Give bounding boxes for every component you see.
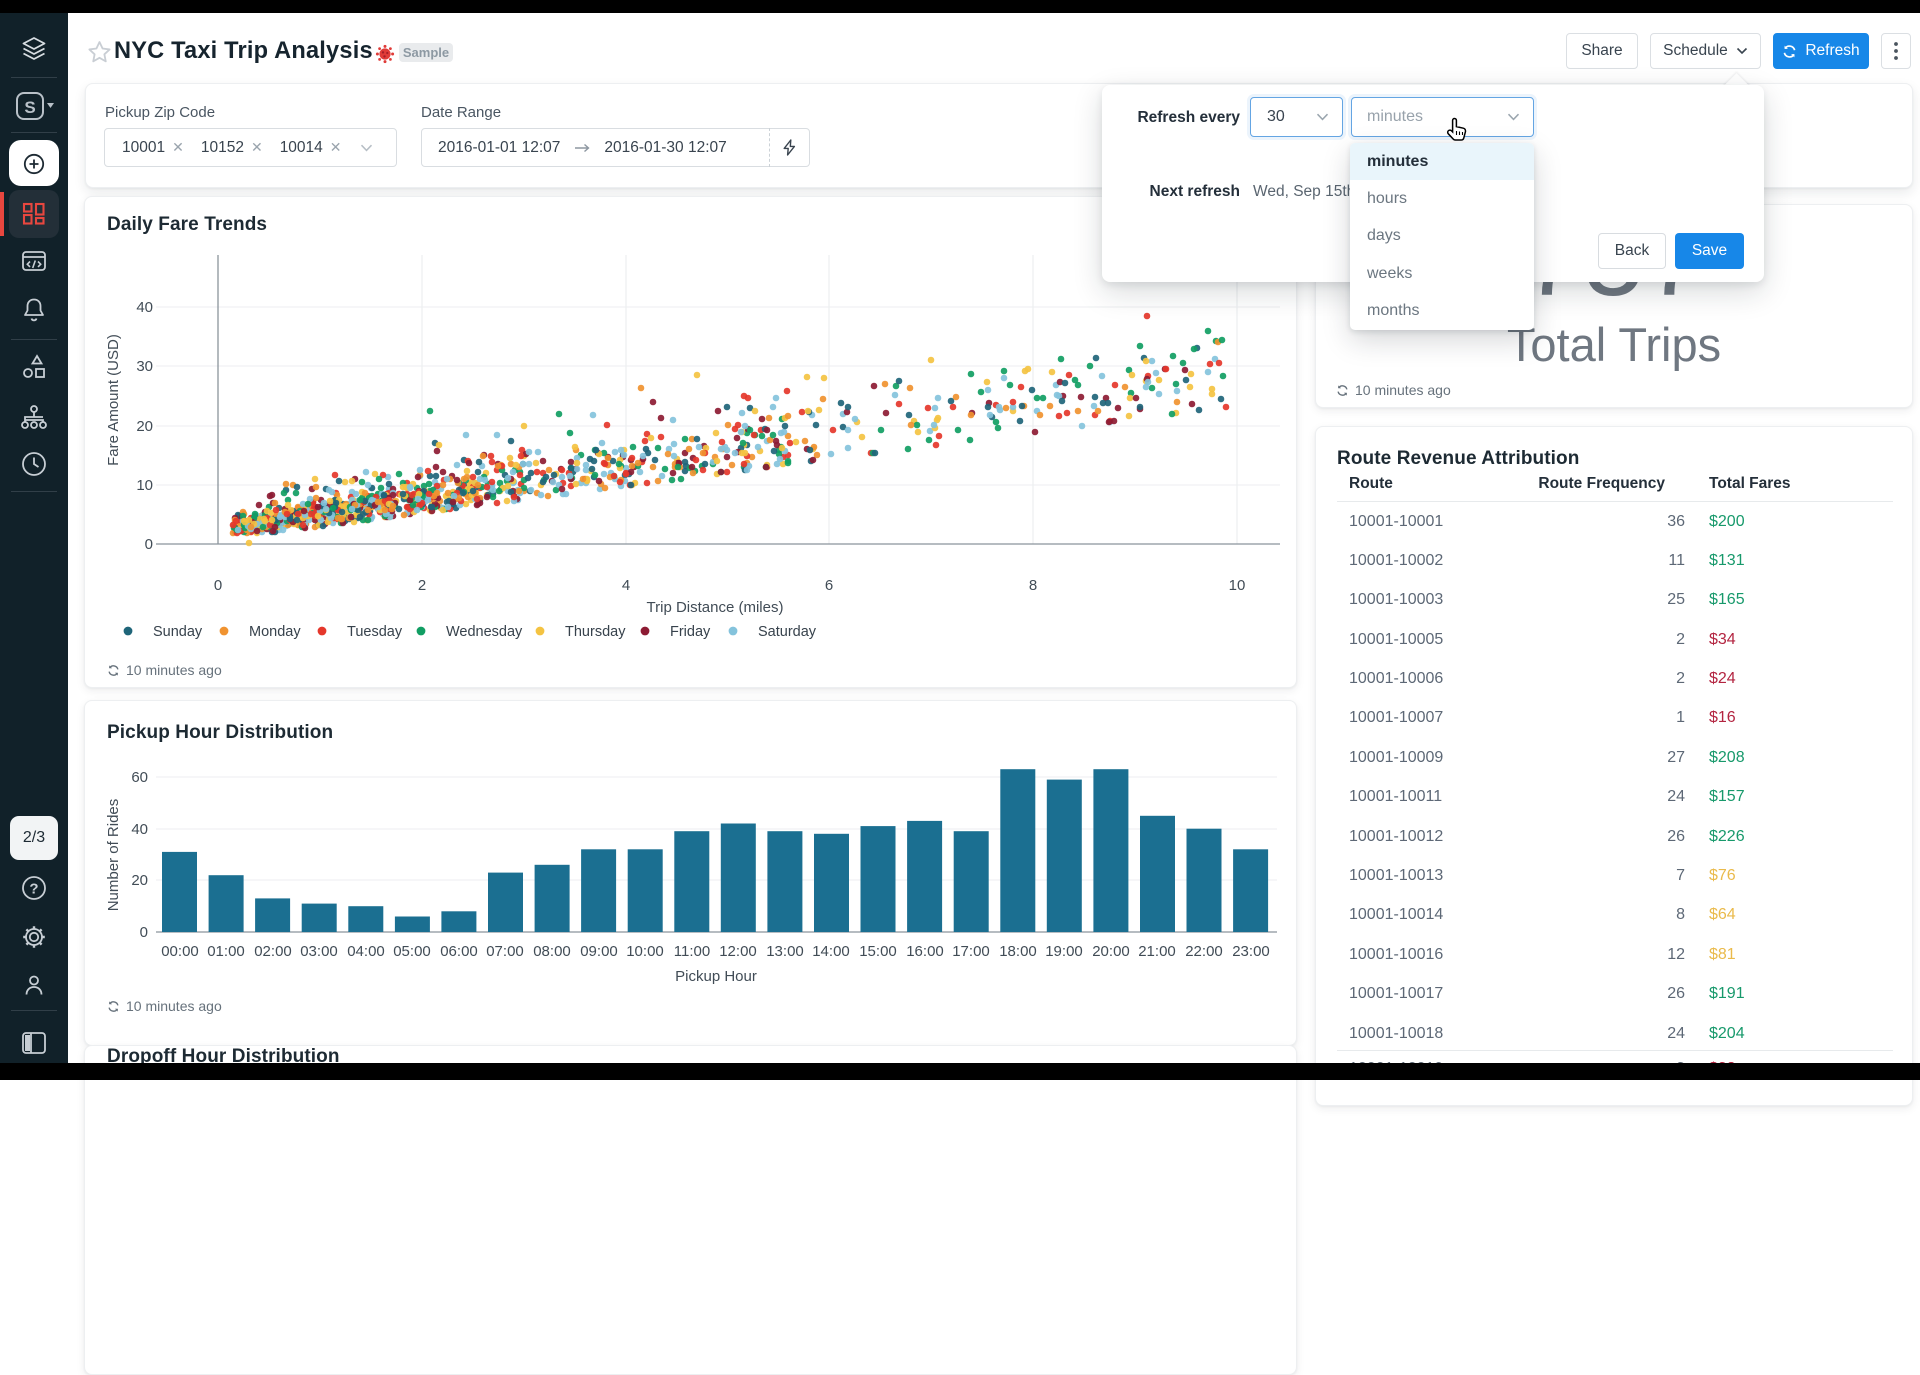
svg-text:00:00: 00:00 <box>161 943 199 960</box>
svg-text:17:00: 17:00 <box>952 943 990 960</box>
svg-text:10:00: 10:00 <box>626 943 664 960</box>
svg-text:21:00: 21:00 <box>1138 943 1176 960</box>
svg-text:S: S <box>24 98 35 117</box>
svg-text:4: 4 <box>622 577 630 594</box>
svg-text:30: 30 <box>136 358 153 375</box>
svg-text:01:00: 01:00 <box>207 943 245 960</box>
svg-text:14:00: 14:00 <box>812 943 850 960</box>
svg-text:20:00: 20:00 <box>1092 943 1130 960</box>
svg-text:10: 10 <box>1229 577 1246 594</box>
svg-text:8: 8 <box>1029 577 1037 594</box>
svg-text:13:00: 13:00 <box>766 943 804 960</box>
svg-text:Monday: Monday <box>249 624 301 640</box>
svg-text:20: 20 <box>131 872 148 889</box>
svg-text:15:00: 15:00 <box>859 943 897 960</box>
svg-text:Saturday: Saturday <box>758 624 817 640</box>
svg-text:05:00: 05:00 <box>393 943 431 960</box>
svg-text:Number of Rides: Number of Rides <box>105 799 122 912</box>
svg-text:19:00: 19:00 <box>1045 943 1083 960</box>
svg-text:Pickup Hour: Pickup Hour <box>675 968 757 985</box>
svg-text:40: 40 <box>136 299 153 316</box>
svg-text:08:00: 08:00 <box>533 943 571 960</box>
svg-text:?: ? <box>29 881 38 898</box>
svg-text:6: 6 <box>825 577 833 594</box>
svg-text:Thursday: Thursday <box>565 624 626 640</box>
svg-text:0: 0 <box>145 536 153 553</box>
svg-text:Fare Amount (USD): Fare Amount (USD) <box>105 334 122 466</box>
svg-text:22:00: 22:00 <box>1185 943 1223 960</box>
svg-text:Wednesday: Wednesday <box>446 624 523 640</box>
svg-text:04:00: 04:00 <box>347 943 385 960</box>
svg-text:07:00: 07:00 <box>486 943 524 960</box>
svg-text:0: 0 <box>140 924 148 941</box>
svg-text:03:00: 03:00 <box>300 943 338 960</box>
svg-text:0: 0 <box>214 577 222 594</box>
svg-text:Trip Distance (miles): Trip Distance (miles) <box>647 599 784 616</box>
svg-text:12:00: 12:00 <box>719 943 757 960</box>
svg-text:Tuesday: Tuesday <box>347 624 403 640</box>
svg-text:2: 2 <box>418 577 426 594</box>
svg-text:09:00: 09:00 <box>580 943 618 960</box>
svg-text:Sunday: Sunday <box>153 624 203 640</box>
svg-text:Friday: Friday <box>670 624 711 640</box>
svg-text:40: 40 <box>131 821 148 838</box>
svg-text:18:00: 18:00 <box>999 943 1037 960</box>
svg-text:02:00: 02:00 <box>254 943 292 960</box>
svg-text:20: 20 <box>136 418 153 435</box>
svg-text:06:00: 06:00 <box>440 943 478 960</box>
svg-text:16:00: 16:00 <box>906 943 944 960</box>
svg-text:23:00: 23:00 <box>1232 943 1270 960</box>
svg-text:60: 60 <box>131 769 148 786</box>
svg-text:11:00: 11:00 <box>674 943 710 960</box>
svg-text:10: 10 <box>136 477 153 494</box>
